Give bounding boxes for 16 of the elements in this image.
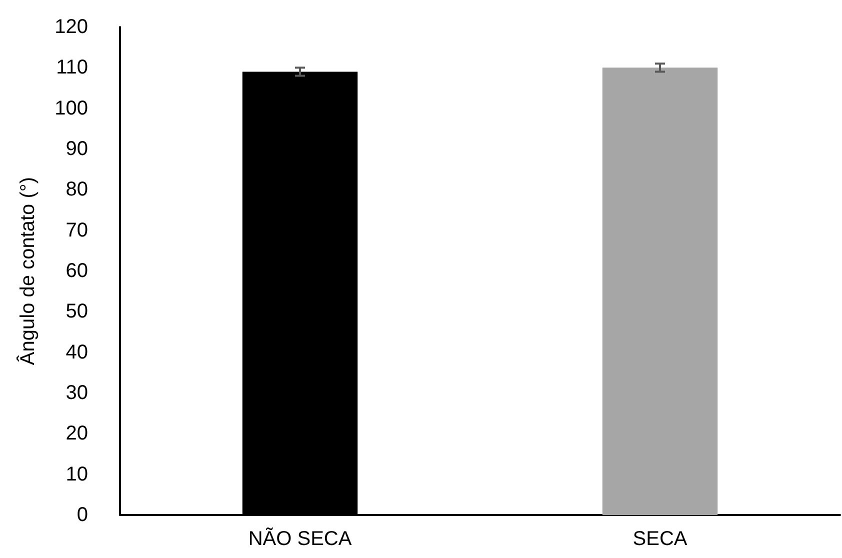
y-axis-title: Ângulo de contato (°) (16, 176, 39, 366)
y-tick-label: 30 (66, 382, 88, 404)
y-tick-label: 110 (56, 56, 88, 79)
y-tick-label: 70 (66, 219, 88, 242)
y-tick-label: 0 (76, 504, 88, 526)
y-tick-label: 120 (54, 16, 88, 38)
y-tick-label: 90 (66, 138, 88, 160)
y-tick-label: 100 (54, 97, 88, 120)
y-tick-label: 80 (66, 178, 88, 201)
y-tick-label: 40 (66, 341, 88, 364)
y-tick-label: 50 (66, 300, 88, 323)
x-tick-label: SECA (632, 528, 688, 550)
y-tick-label: 20 (66, 422, 88, 445)
x-tick-label: NÃO SECA (248, 527, 352, 550)
y-tick-label: 60 (66, 260, 88, 282)
y-tick-label: 10 (66, 463, 88, 486)
